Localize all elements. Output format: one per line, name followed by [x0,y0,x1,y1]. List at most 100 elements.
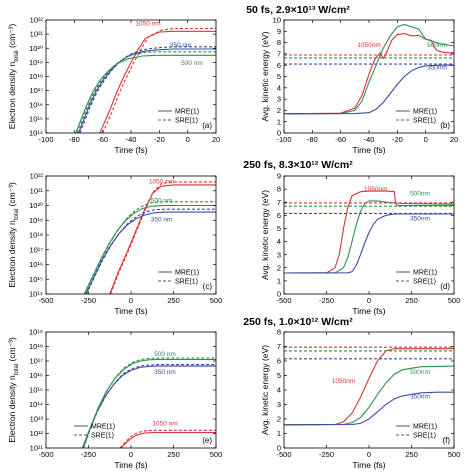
y-tick-label: 4 [277,386,281,395]
y-tick-label: 10¹⁷ [29,86,43,95]
panel-label: (e) [202,436,212,445]
x-axis-label: Time (fs) [352,306,385,316]
y-tick-label: 10¹² [30,429,44,438]
y-tick-label: 0 [277,444,281,453]
x-tick-label: 500 [210,450,223,459]
series-red-solid [99,30,216,133]
y-tick-label: 10¹⁴ [29,400,43,409]
y-axis-label: Avg. kinetic energy (eV) [260,31,270,121]
row-title-3: 250 fs, 1.0×10¹² W/cm² [243,316,353,328]
annotation-blue: 350nm [410,394,430,401]
x-tick-label: -40 [126,135,137,144]
x-tick-label: -250 [81,450,96,459]
y-tick-label: 10²¹ [30,30,44,39]
y-tick-label: 10 [273,16,281,25]
series-red-solid [284,348,454,426]
y-tick-label: 3 [277,95,281,104]
y-axis-label: Electron density ntotal (cm⁻³) [7,182,20,288]
y-tick-label: 8 [277,328,281,337]
x-tick-label: 250 [167,296,180,305]
panel-label: (d) [440,282,450,291]
y-tick-label: 4 [277,83,281,92]
series-group [75,27,216,133]
y-tick-label: 3 [277,400,281,409]
panel-f: -500 -250 0 250 500 0 1 2 3 4 5 6 7 8 Time (fs) Avg. ki… [260,328,460,470]
series-red-dashed [102,27,216,133]
x-tick-label: -20 [392,135,403,144]
annotation-red: 1050 nm [152,421,177,428]
annotation-green: 500nm [410,369,430,376]
y-tick-label: 10¹⁶ [29,260,43,269]
series-red-solid [284,190,454,274]
series-group [284,346,454,426]
y-tick-label: 10²⁰ [29,201,43,210]
x-tick-label: -500 [276,296,291,305]
series-red-solid [109,184,216,294]
series-group [81,357,216,448]
legend-label: SRE(1) [175,118,198,125]
x-tick-label: 500 [448,296,461,305]
series-group [284,23,454,115]
legend-label: MRE(1) [175,270,199,277]
y-tick-label: 3 [277,250,281,259]
series-red-dashed [119,429,216,448]
annotation-green: 500 nm [181,60,203,67]
y-tick-label: 10¹⁴ [29,129,43,138]
panel-label: (c) [203,282,213,291]
row-title-1: 50 fs, 2.9×10¹³ W/cm² [246,4,350,16]
y-tick-label: 2 [277,263,281,272]
y-tick-label: 5 [277,371,281,380]
legend-label: MRE(1) [91,424,115,431]
series-blue-solid [284,391,454,426]
legend-label: SRE(1) [91,433,114,440]
y-tick-label: 10²² [30,16,44,25]
y-axis-label: Electron density ntotal (cm⁻³) [7,337,20,443]
y-tick-label: 6 [277,61,281,70]
y-tick-label: 10¹⁸ [29,342,43,351]
y-tick-label: 10¹⁷ [29,357,43,366]
panel-e: -500 -250 0 250 500 10¹¹ 10¹² 10¹³ 10¹⁴ 10¹⁵ 10¹⁶ 1… [7,328,222,470]
panel-b: -100 -80 -60 -40 -20 0 20 0 1 2 3 4 5 6 7 8 9 10 Time (fs)… [260,16,458,155]
y-tick-label: 1 [277,429,281,438]
x-tick-label: -100 [38,135,53,144]
annotation-red: 1050nm [364,186,388,193]
annotation-blue: 350 nm [154,369,176,376]
y-tick-label: 4 [277,237,281,246]
legend-label: SRE(1) [175,279,198,286]
x-tick-label: -80 [69,135,80,144]
y-axis-label: Avg. kinetic energy (eV) [260,190,270,280]
plot-frame [283,19,455,134]
series-blue-solid [85,211,216,294]
y-tick-label: 10¹⁷ [29,245,43,254]
series-blue-solid [284,64,454,115]
x-tick-label: -60 [335,135,346,144]
row-title-2: 250 fs, 8.3×10¹² W/cm² [243,159,353,171]
x-tick-label: -500 [276,450,291,459]
x-axis-label: Time (fs) [114,460,147,470]
panel-a: -100 -80 -60 -40 -20 0 20 10¹⁴ 10¹⁵ 10¹⁶ 10¹⁷ 10¹⁸ 1… [7,16,220,155]
series-green-dashed [76,51,216,133]
x-tick-label: -20 [154,135,165,144]
series-green-solid [83,204,216,294]
y-tick-label: 10¹⁹ [29,216,43,225]
x-tick-label: -100 [276,135,291,144]
annotation-red: 1050 nm [135,21,160,28]
annotation-red: 1050 nm [149,178,174,185]
annotation-blue: 350nm [410,216,430,223]
plot-frame [45,19,217,134]
y-tick-label: 10¹⁹ [29,328,43,337]
x-tick-label: 500 [210,296,223,305]
y-tick-label: 10¹⁸ [29,231,43,240]
y-tick-label: 10¹⁶ [29,371,43,380]
annotation-red: 1050nm [357,42,381,49]
y-tick-label: 1 [277,117,281,126]
series-blue-solid [284,213,454,274]
y-tick-label: 10¹⁶ [29,100,43,109]
y-tick-label: 2 [277,415,281,424]
legend-label: SRE(1) [413,433,436,440]
legend-label: SRE(1) [413,279,436,286]
x-tick-label: -500 [38,296,53,305]
y-tick-label: 0 [277,290,281,299]
y-tick-label: 10¹⁵ [29,386,43,395]
